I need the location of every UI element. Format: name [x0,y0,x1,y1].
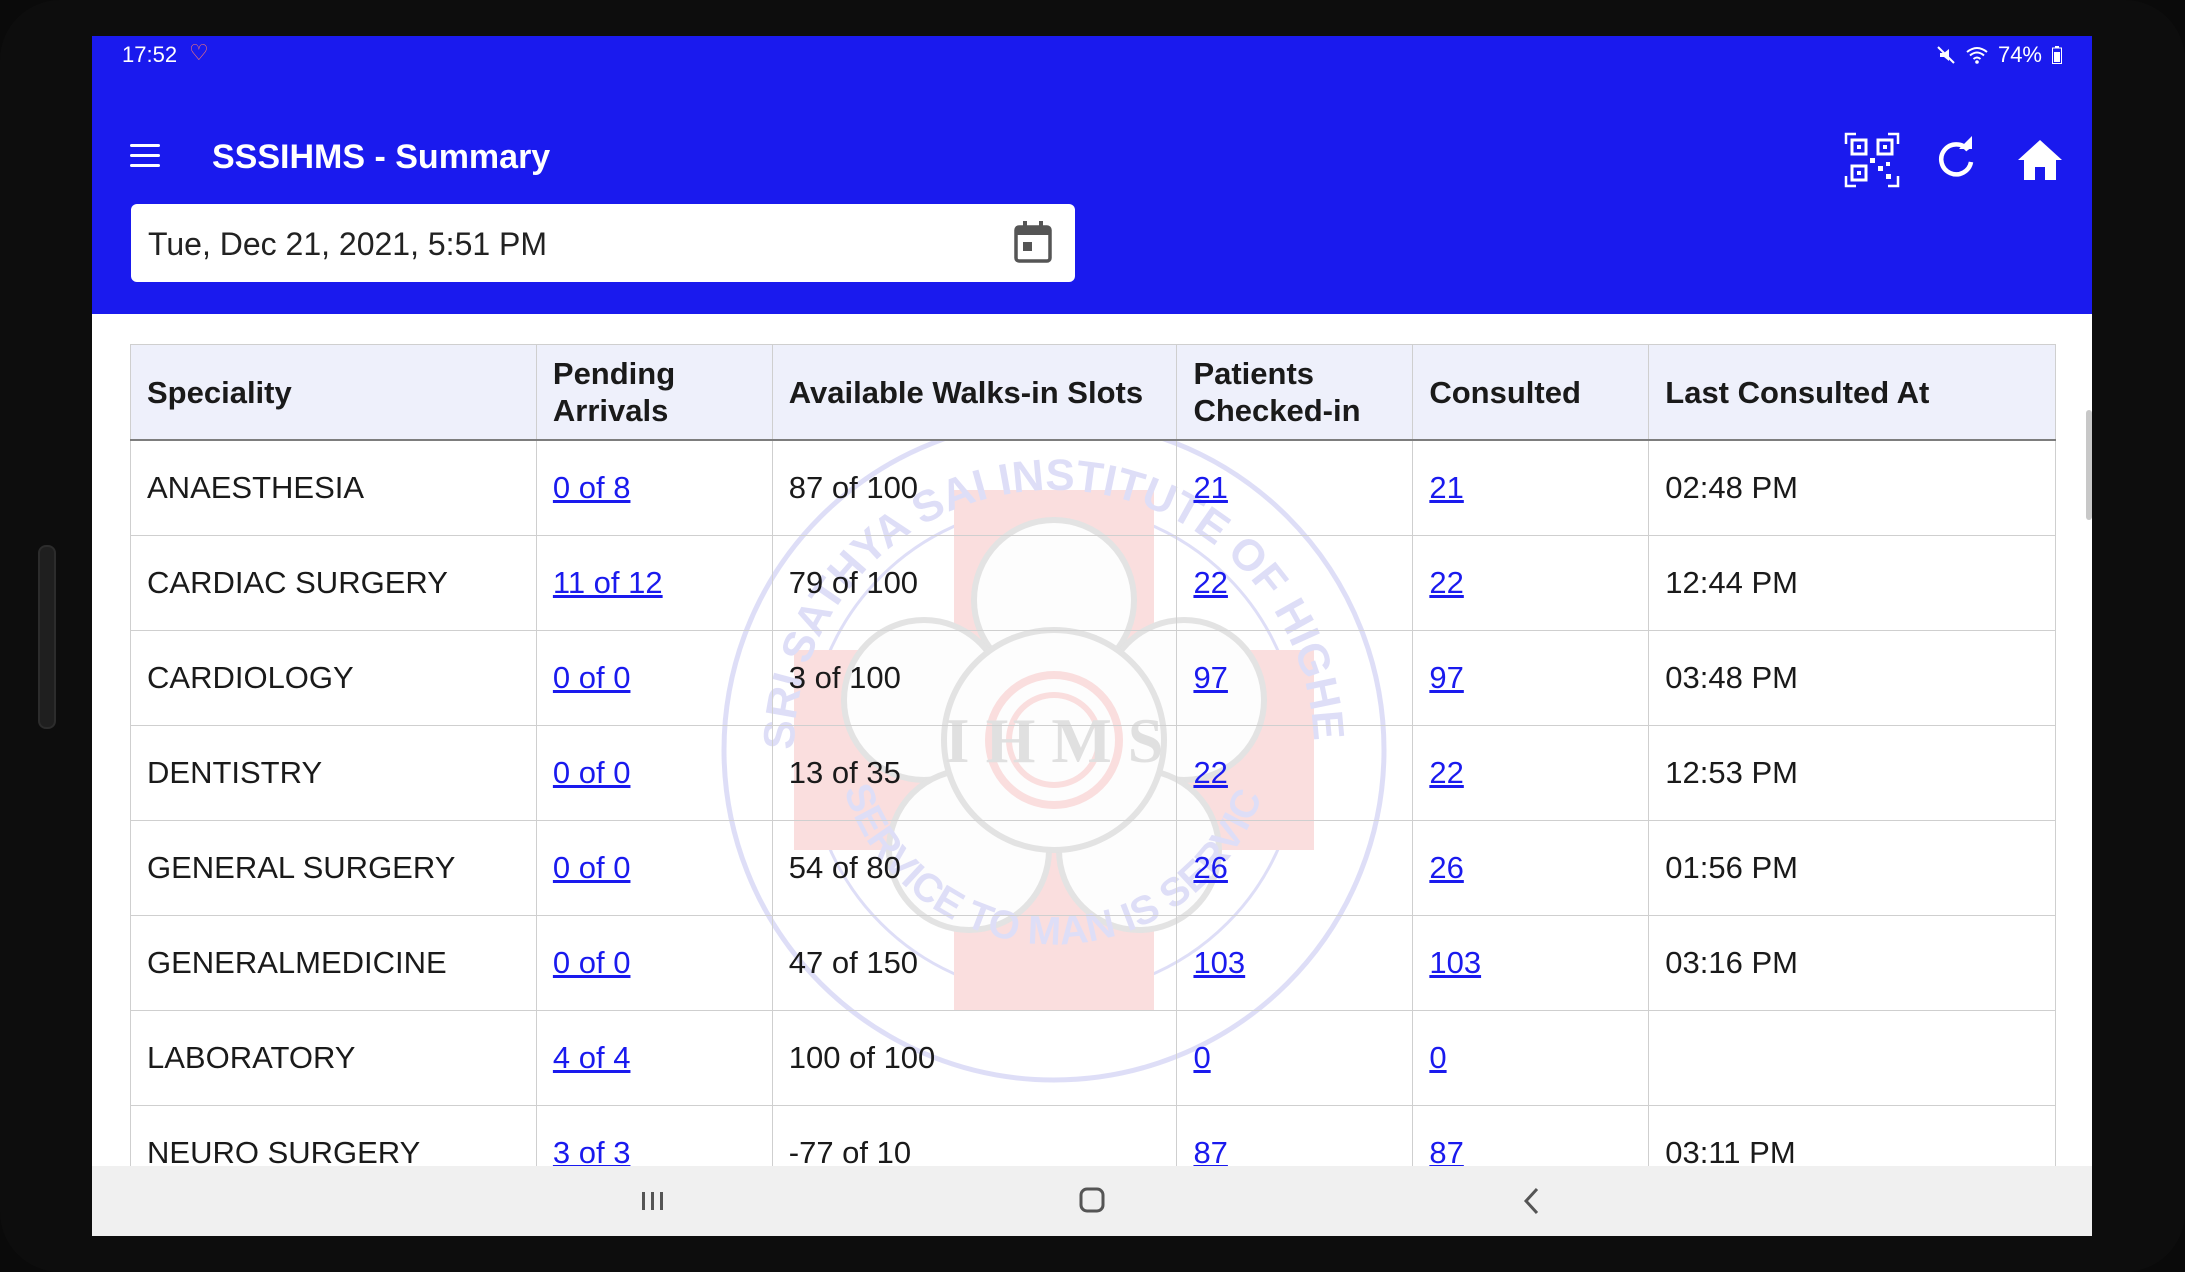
refresh-icon [1939,136,1974,177]
consulted-link[interactable]: 21 [1429,470,1464,505]
last-consulted-cell: 03:16 PM [1648,915,2056,1011]
table-header-row: Speciality Pending Arrivals Available Wa… [130,344,2056,441]
available-slots-cell: 13 of 35 [771,725,1178,821]
checked-in-link[interactable]: 97 [1193,660,1228,695]
speciality-cell: DENTISTRY [130,725,537,821]
table-row: NEURO SURGERY 3 of 3 -77 of 10 87 87 03:… [130,1105,2056,1166]
speciality-cell: CARDIOLOGY [130,630,537,726]
checked-in-link[interactable]: 0 [1193,1040,1211,1075]
summary-content[interactable]: I H M S SRI SATHYA SAI INSTITUTE OF HIGH… [92,314,2092,1166]
table-row: CARDIAC SURGERY 11 of 12 79 of 100 22 22… [130,535,2056,631]
pending-arrivals-link[interactable]: 0 of 0 [552,755,631,790]
consulted-link[interactable]: 0 [1429,1040,1447,1075]
speciality-cell: CARDIAC SURGERY [130,535,537,631]
qr-scan-icon [1844,132,1900,188]
battery-icon [2052,46,2062,64]
header-pending-arrivals: Pending Arrivals [535,344,773,441]
last-consulted-cell: 12:44 PM [1648,535,2056,631]
back-button[interactable] [1512,1184,1552,1218]
checked-in-link[interactable]: 26 [1193,850,1228,885]
pending-arrivals-link[interactable]: 0 of 0 [552,850,631,885]
available-slots-cell: 79 of 100 [771,535,1178,631]
speciality-cell: ANAESTHESIA [130,439,537,536]
header-last-consulted-at: Last Consulted At [1648,344,2056,441]
speciality-cell: LABORATORY [130,1010,537,1106]
calendar-icon[interactable] [1013,220,1053,264]
mute-icon [1937,46,1955,64]
screen: 17:52 ♡ 74% [92,36,2092,1236]
available-slots-cell: 47 of 150 [771,915,1178,1011]
table-row: LABORATORY 4 of 4 100 of 100 0 0 [130,1010,2056,1106]
recents-icon [642,1192,663,1210]
menu-icon[interactable] [130,144,160,168]
pending-arrivals-link[interactable]: 4 of 4 [552,1040,631,1075]
back-icon [1523,1187,1539,1215]
refresh-button[interactable] [1928,132,1984,188]
last-consulted-cell: 01:56 PM [1648,820,2056,916]
last-consulted-cell: 12:53 PM [1648,725,2056,821]
checked-in-link[interactable]: 103 [1193,945,1246,980]
pending-arrivals-link[interactable]: 11 of 12 [552,565,663,600]
pending-arrivals-link[interactable]: 0 of 0 [552,660,631,695]
qr-scan-button[interactable] [1844,132,1900,188]
last-consulted-cell: 03:48 PM [1648,630,2056,726]
last-consulted-cell: 02:48 PM [1648,439,2056,536]
table-row: ANAESTHESIA 0 of 8 87 of 100 21 21 02:48… [130,439,2056,536]
checked-in-link[interactable]: 22 [1193,565,1228,600]
available-slots-cell: 100 of 100 [771,1010,1178,1106]
speciality-cell: GENERALMEDICINE [130,915,537,1011]
side-key [38,545,56,729]
consulted-link[interactable]: 97 [1429,660,1464,695]
page-title: SSSIHMS - Summary [212,138,551,176]
available-slots-cell: 87 of 100 [771,439,1178,536]
table-row: DENTISTRY 0 of 0 13 of 35 22 22 12:53 PM [130,725,2056,821]
pending-arrivals-link[interactable]: 0 of 8 [552,470,631,505]
status-right: 74% [1936,42,2062,68]
status-bar: 17:52 ♡ 74% [92,36,2092,72]
table-row: GENERAL SURGERY 0 of 0 54 of 80 26 26 01… [130,820,2056,916]
consulted-link[interactable]: 22 [1429,565,1464,600]
available-slots-cell: 54 of 80 [771,820,1178,916]
speciality-cell: GENERAL SURGERY [130,820,537,916]
home-icon [2018,140,2062,180]
status-time: 17:52 [122,42,178,67]
consulted-link[interactable]: 87 [1429,1135,1464,1166]
date-time-field[interactable]: Tue, Dec 21, 2021, 5:51 PM [131,204,1075,282]
date-time-value: Tue, Dec 21, 2021, 5:51 PM [148,226,548,262]
pending-arrivals-link[interactable]: 0 of 0 [552,945,631,980]
speciality-cell: NEURO SURGERY [130,1105,537,1166]
battery-percent: 74% [1997,42,2042,67]
consulted-link[interactable]: 103 [1429,945,1482,980]
checked-in-link[interactable]: 22 [1193,755,1228,790]
last-consulted-cell [1648,1010,2056,1106]
system-nav-bar [92,1166,2092,1236]
pending-arrivals-link[interactable]: 3 of 3 [552,1135,631,1166]
available-slots-cell: -77 of 10 [771,1105,1178,1166]
last-consulted-cell: 03:11 PM [1648,1105,2056,1166]
header-consulted: Consulted [1412,344,1650,441]
home-nav-button[interactable] [1072,1184,1112,1218]
home-button[interactable] [2012,132,2068,188]
summary-table: Speciality Pending Arrivals Available Wa… [130,344,2056,1166]
home-nav-icon [1079,1187,1105,1213]
consulted-link[interactable]: 22 [1429,755,1464,790]
recents-button[interactable] [632,1184,672,1218]
wifi-icon [1966,47,1988,64]
table-row: CARDIOLOGY 0 of 0 3 of 100 97 97 03:48 P… [130,630,2056,726]
app-bar: SSSIHMS - Summary [92,72,2092,314]
available-slots-cell: 3 of 100 [771,630,1178,726]
checked-in-link[interactable]: 87 [1193,1135,1228,1166]
heart-notification-icon: ♡ [189,40,209,65]
header-patients-checked-in: Patients Checked-in [1176,344,1414,441]
consulted-link[interactable]: 26 [1429,850,1464,885]
header-speciality: Speciality [130,344,537,441]
table-row: GENERALMEDICINE 0 of 0 47 of 150 103 103… [130,915,2056,1011]
checked-in-link[interactable]: 21 [1193,470,1228,505]
header-available-slots: Available Walks-in Slots [771,344,1178,441]
scrollbar[interactable] [2086,410,2092,520]
